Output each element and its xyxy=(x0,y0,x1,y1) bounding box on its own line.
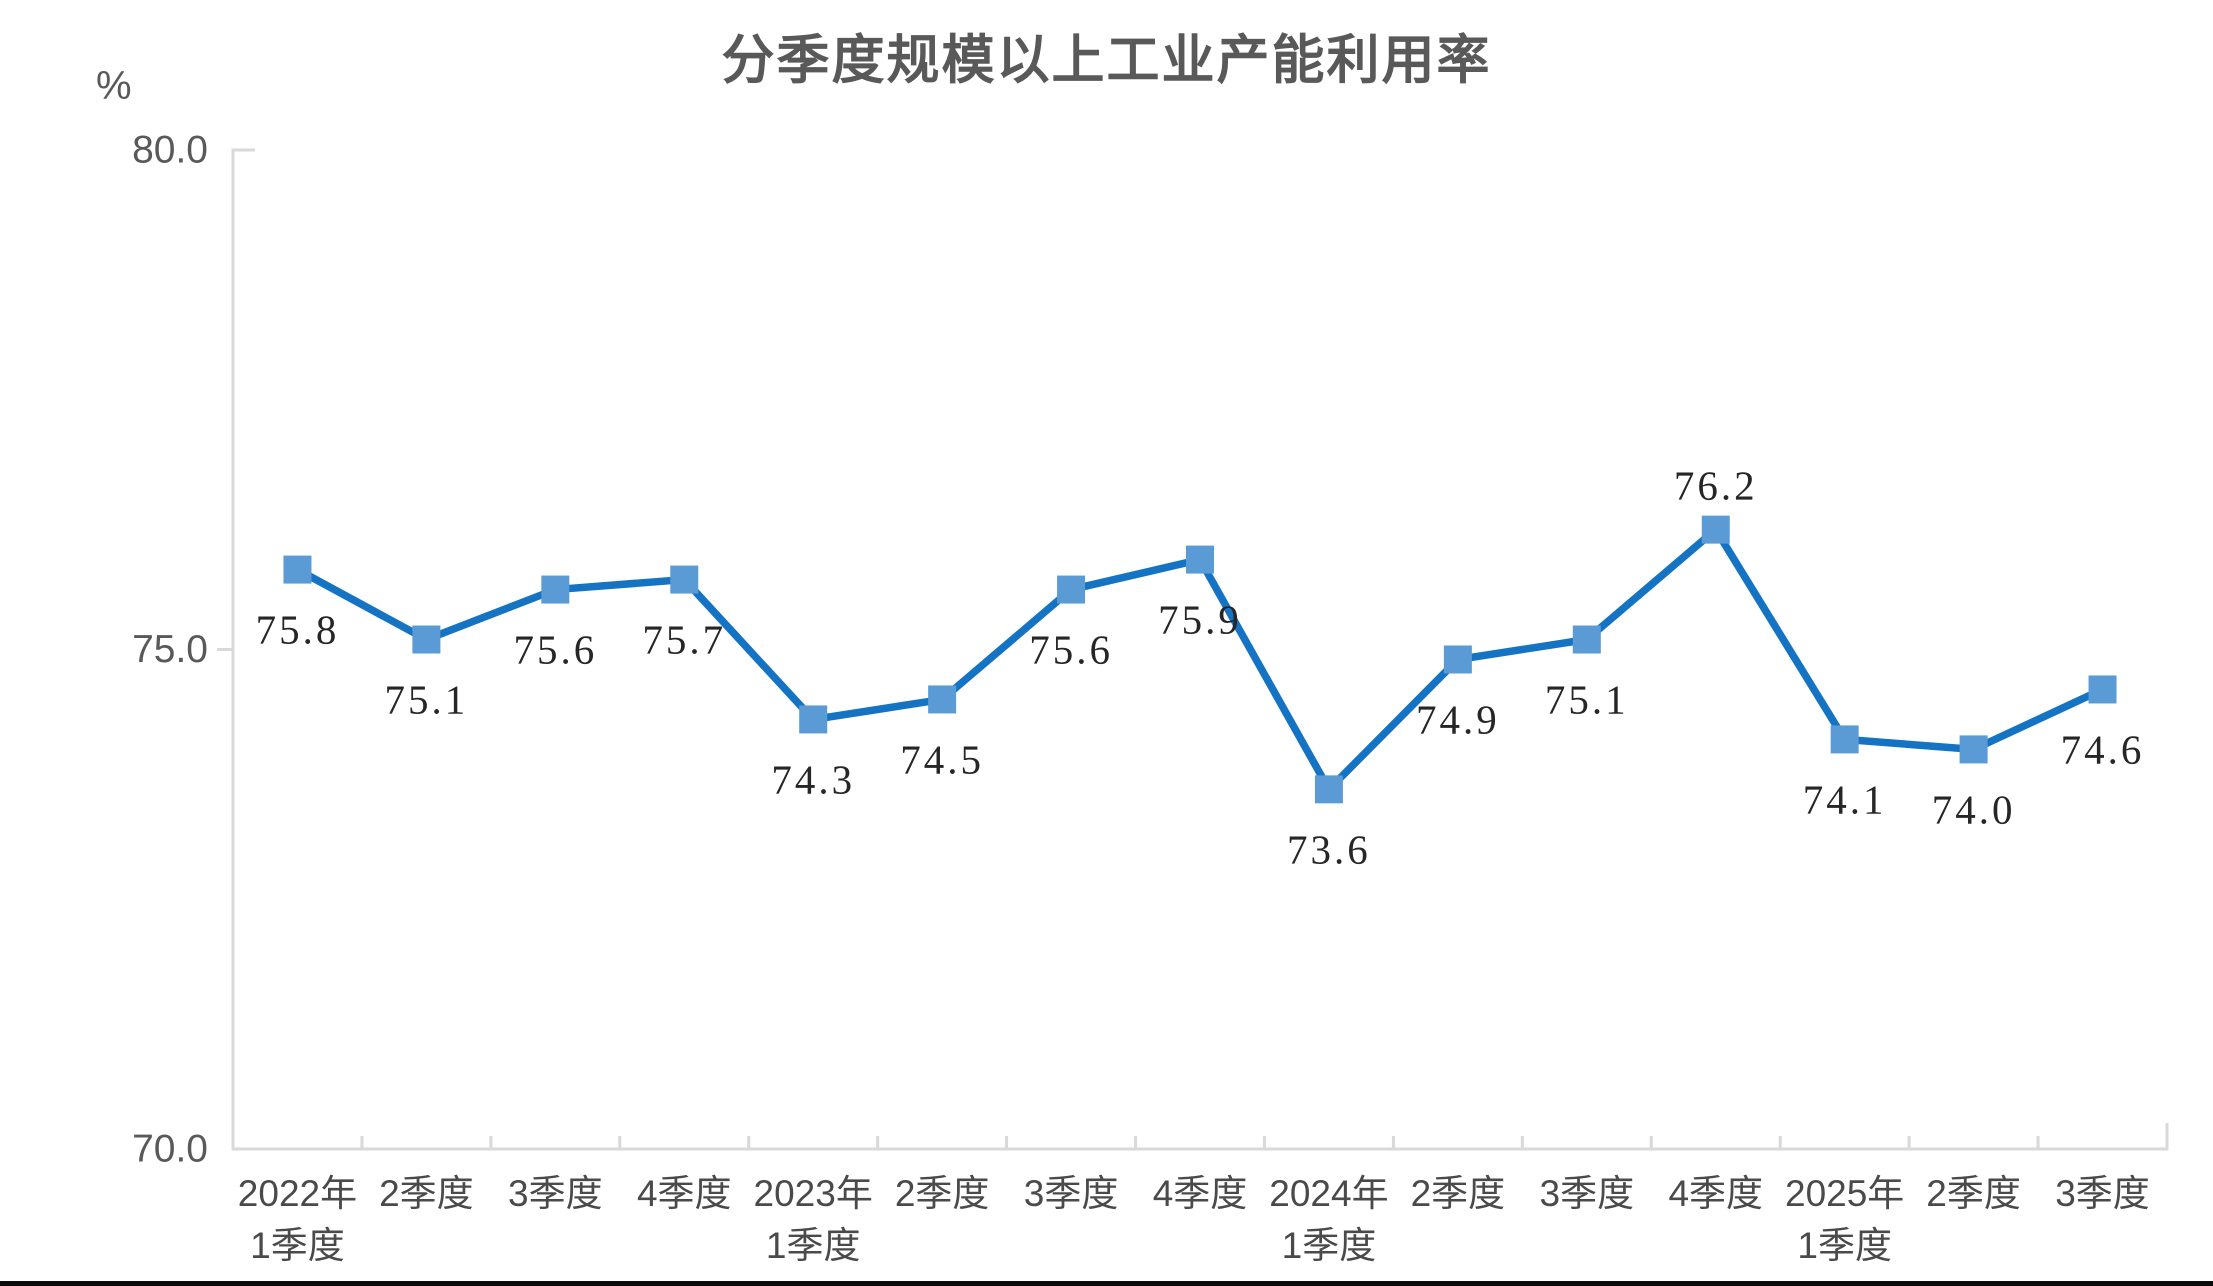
data-point-label: 75.1 xyxy=(1545,677,1629,723)
x-axis-label: 3季度 xyxy=(2055,1173,2150,1214)
x-axis-label: 4季度 xyxy=(1153,1173,1248,1214)
data-point-marker xyxy=(283,555,312,584)
x-axis-label: 2024年 xyxy=(1269,1173,1388,1214)
data-point-label: 75.8 xyxy=(256,607,340,653)
data-point-marker xyxy=(412,625,441,654)
x-axis-label-line2: 1季度 xyxy=(250,1225,345,1266)
x-axis-label: 3季度 xyxy=(1024,1173,1119,1214)
window-bottom-edge xyxy=(0,1281,2213,1286)
x-axis-label: 2季度 xyxy=(379,1173,474,1214)
data-point-label: 73.6 xyxy=(1287,826,1371,872)
data-point-label: 75.7 xyxy=(642,617,726,663)
data-point-label: 75.1 xyxy=(385,677,469,723)
data-point-marker xyxy=(1830,725,1859,754)
x-axis-label: 2季度 xyxy=(1926,1173,2021,1214)
data-point-label: 75.9 xyxy=(1158,597,1242,643)
x-axis-label: 2022年 xyxy=(238,1173,357,1214)
data-point-marker xyxy=(799,705,828,734)
axis-lines xyxy=(231,148,2169,1151)
data-point-label: 75.6 xyxy=(1029,627,1113,673)
data-point-marker xyxy=(541,575,570,604)
data-point-marker xyxy=(1443,645,1472,674)
data-point-label: 76.2 xyxy=(1674,463,1758,509)
data-point-label: 74.1 xyxy=(1803,776,1887,822)
x-axis-label: 4季度 xyxy=(637,1173,732,1214)
x-axis-label: 2季度 xyxy=(1411,1173,1506,1214)
data-point-marker xyxy=(670,565,699,594)
x-axis-label: 3季度 xyxy=(508,1173,603,1214)
data-point-label: 75.6 xyxy=(513,627,597,673)
x-axis-label-line2: 1季度 xyxy=(1797,1225,1892,1266)
data-point-marker xyxy=(1314,775,1343,804)
data-point-label: 74.9 xyxy=(1416,696,1500,742)
x-axis-label: 2季度 xyxy=(895,1173,990,1214)
x-axis-label: 4季度 xyxy=(1668,1173,1763,1214)
y-axis-unit-label: % xyxy=(96,64,132,108)
y-axis-label: 70.0 xyxy=(132,1128,208,1171)
chart-title: 分季度规模以上工业产能利用率 xyxy=(721,31,1492,90)
data-point-label: 74.0 xyxy=(1932,786,2016,832)
data-point-label: 74.3 xyxy=(771,756,855,802)
x-axis-label-line2: 1季度 xyxy=(1282,1225,1377,1266)
data-point-label: 74.5 xyxy=(900,736,984,782)
data-point-marker xyxy=(1186,545,1214,574)
x-axis-label-line2: 1季度 xyxy=(766,1225,861,1266)
data-point-label: 74.6 xyxy=(2061,726,2145,772)
x-axis-label: 2023年 xyxy=(754,1173,873,1214)
x-axis-label: 3季度 xyxy=(1540,1173,1635,1214)
data-point-marker xyxy=(1959,735,1988,764)
data-point-marker xyxy=(1057,575,1086,604)
data-point-marker xyxy=(1701,515,1730,544)
data-point-marker xyxy=(2088,675,2117,704)
data-point-marker xyxy=(928,685,957,714)
y-axis-label: 80.0 xyxy=(132,129,208,172)
y-axis-label: 75.0 xyxy=(132,628,208,671)
data-point-marker xyxy=(1572,625,1601,654)
x-axis-label: 2025年 xyxy=(1785,1173,1904,1214)
